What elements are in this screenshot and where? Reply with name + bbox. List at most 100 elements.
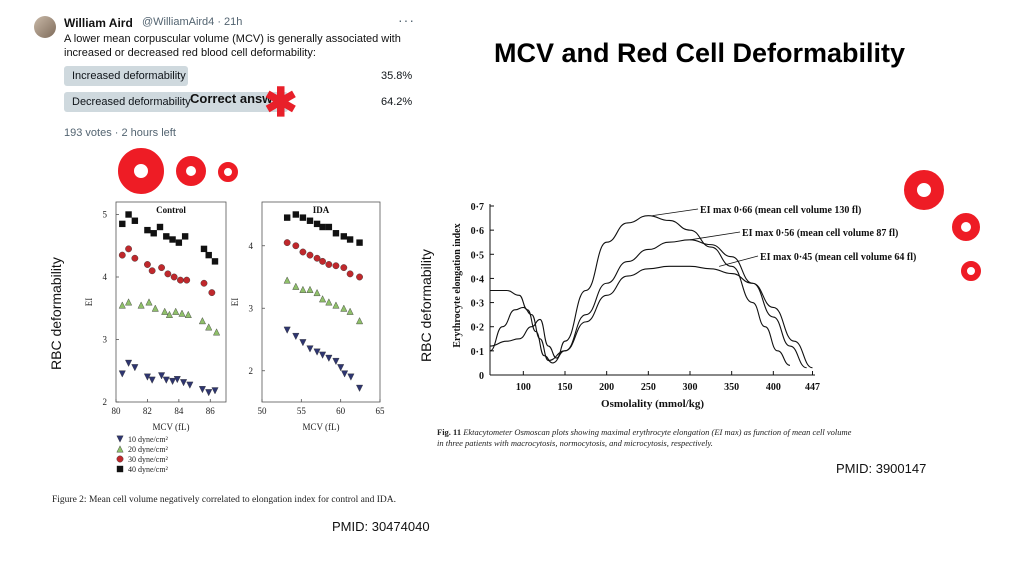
- x-tick-label: 65: [376, 406, 386, 416]
- right-figure-caption: Fig. 11 Ektacytometer Osmoscan plots sho…: [437, 427, 997, 449]
- y-axis-label: Erythrocyte elongation index: [452, 223, 463, 347]
- y-tick-label: 4: [103, 272, 108, 282]
- data-point: [299, 248, 307, 256]
- series-label-leader: [689, 231, 741, 241]
- caption-line-1: Ektacytometer Osmoscan plots showing max…: [463, 427, 852, 437]
- data-point: [292, 242, 300, 250]
- author-name[interactable]: William Aird: [64, 16, 133, 30]
- y-tick-label: 0: [479, 371, 484, 382]
- data-point: [170, 273, 178, 281]
- data-point: [356, 239, 363, 246]
- data-point: [319, 223, 326, 231]
- data-point: [158, 264, 165, 272]
- osmoscan-line-chart: 0 0·1 0·2 0·3 0·4 0·5 0·6 0·7 100 150 200 250 300 350…: [452, 202, 916, 410]
- data-point: [340, 264, 348, 272]
- avatar[interactable]: [34, 16, 56, 38]
- x-axis-label: MCV (fL): [302, 422, 339, 432]
- left-pmid: PMID: 30474040: [332, 519, 430, 534]
- x-tick-label: 350: [724, 382, 739, 393]
- data-point: [161, 307, 169, 315]
- small-cell-icon: [961, 261, 981, 281]
- data-point: [125, 245, 132, 253]
- x-tick-label: 447: [805, 382, 820, 393]
- data-point: [292, 282, 300, 290]
- series-line: [489, 265, 813, 369]
- plot-frame: [115, 201, 227, 403]
- data-point: [118, 370, 126, 378]
- data-point: [356, 317, 364, 325]
- legend-marker: [116, 445, 124, 453]
- y-tick-label: 0·5: [471, 250, 484, 261]
- data-point: [172, 307, 180, 315]
- data-point: [213, 328, 221, 336]
- data-point: [205, 323, 213, 331]
- x-tick-label: 100: [516, 382, 531, 393]
- y-tick-label: 3: [249, 303, 254, 313]
- plot-frame: [261, 201, 381, 403]
- asterisk-icon: ✱: [264, 81, 298, 125]
- data-point: [165, 310, 173, 318]
- data-point: [205, 251, 212, 259]
- data-point: [306, 345, 314, 353]
- data-point: [144, 226, 151, 234]
- data-point: [325, 223, 333, 231]
- legend-marker: [116, 435, 124, 443]
- data-point: [118, 251, 126, 259]
- x-tick-label: 60: [336, 406, 346, 416]
- data-point: [148, 267, 156, 275]
- poll-question: A lower mean corpuscular volume (MCV) is…: [64, 33, 401, 59]
- data-point: [183, 276, 191, 284]
- data-point: [283, 214, 291, 221]
- series-label: EI max 0·56 (mean cell volume 87 fl): [742, 228, 898, 239]
- legend-marker: [116, 455, 124, 463]
- series-label: EI max 0·45 (mean cell volume 64 fl): [760, 252, 916, 263]
- more-icon[interactable]: ···: [398, 12, 415, 28]
- x-axis-label: MCV (fL): [152, 422, 189, 432]
- data-point: [156, 223, 164, 231]
- x-tick-label: 250: [641, 382, 656, 393]
- data-point: [325, 354, 333, 362]
- x-tick-label: 200: [599, 382, 614, 393]
- x-tick-label: 80: [112, 406, 122, 416]
- y-axis-label: EI: [230, 298, 240, 307]
- data-point: [198, 317, 206, 325]
- data-point: [169, 236, 176, 243]
- data-point: [200, 245, 208, 253]
- data-point: [125, 359, 133, 367]
- data-point: [283, 239, 291, 247]
- data-point: [306, 217, 314, 224]
- data-point: [169, 377, 177, 386]
- vote-count: 193 votes · 2 hours left: [64, 127, 176, 139]
- data-point: [347, 373, 355, 381]
- legend-marker: [116, 465, 124, 473]
- data-point: [186, 381, 194, 389]
- data-point: [125, 211, 132, 218]
- legend-label: 30 dyne/cm²: [128, 455, 169, 464]
- x-tick-label: 300: [683, 382, 698, 393]
- data-point: [137, 301, 145, 309]
- data-point: [319, 351, 327, 359]
- y-tick-label: 0·1: [471, 347, 484, 358]
- data-point: [131, 254, 139, 262]
- x-tick-label: 150: [558, 382, 573, 393]
- data-point: [131, 217, 139, 224]
- author-handle[interactable]: @WilliamAird4 · 21h: [142, 16, 243, 28]
- data-point: [332, 301, 340, 309]
- data-point: [151, 304, 159, 312]
- data-point: [313, 288, 321, 297]
- data-point: [180, 379, 188, 387]
- caption-line-2: in three patients with macrocytosis, nor…: [437, 438, 713, 448]
- data-point: [340, 304, 348, 312]
- series-label-leader: [719, 255, 759, 267]
- y-tick-label: 2: [103, 397, 108, 407]
- data-point: [313, 348, 321, 356]
- y-tick-label: 0·3: [471, 299, 484, 310]
- x-tick-label: 84: [174, 406, 184, 416]
- data-point: [325, 298, 333, 306]
- data-point: [299, 214, 307, 221]
- data-point: [337, 364, 345, 372]
- data-point: [340, 233, 348, 240]
- correct-answer-label: Correct answer: [190, 91, 285, 106]
